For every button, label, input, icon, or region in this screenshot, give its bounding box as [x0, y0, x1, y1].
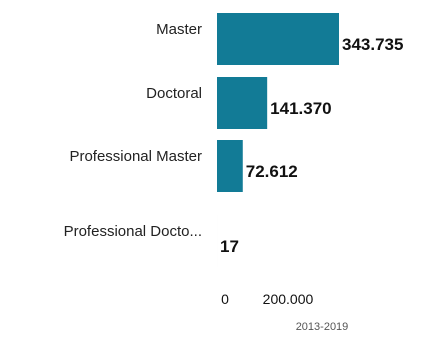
bars-layer: [217, 13, 339, 267]
bar: [217, 140, 243, 192]
x-tick-label: 200.000: [263, 291, 314, 307]
data-label: 17: [220, 237, 239, 256]
data-label: 72.612: [246, 162, 298, 181]
x-tick-label: 0: [221, 291, 229, 307]
x-axis-ticks: 0 200.000: [221, 291, 313, 307]
category-label: Doctoral: [146, 85, 202, 102]
bar: [217, 13, 339, 65]
data-label: 343.735: [342, 35, 403, 54]
bar: [217, 77, 268, 129]
category-label: Master: [156, 21, 202, 38]
category-label: Professional Master: [69, 148, 202, 165]
value-labels: 343.735 141.370 72.612 17: [220, 35, 403, 256]
category-labels: Master Doctoral Professional Master Profess…: [64, 21, 202, 240]
x-axis-title: 2013-2019: [296, 321, 349, 333]
data-label: 141.370: [270, 99, 331, 118]
category-label: Professional Docto...: [64, 223, 202, 240]
